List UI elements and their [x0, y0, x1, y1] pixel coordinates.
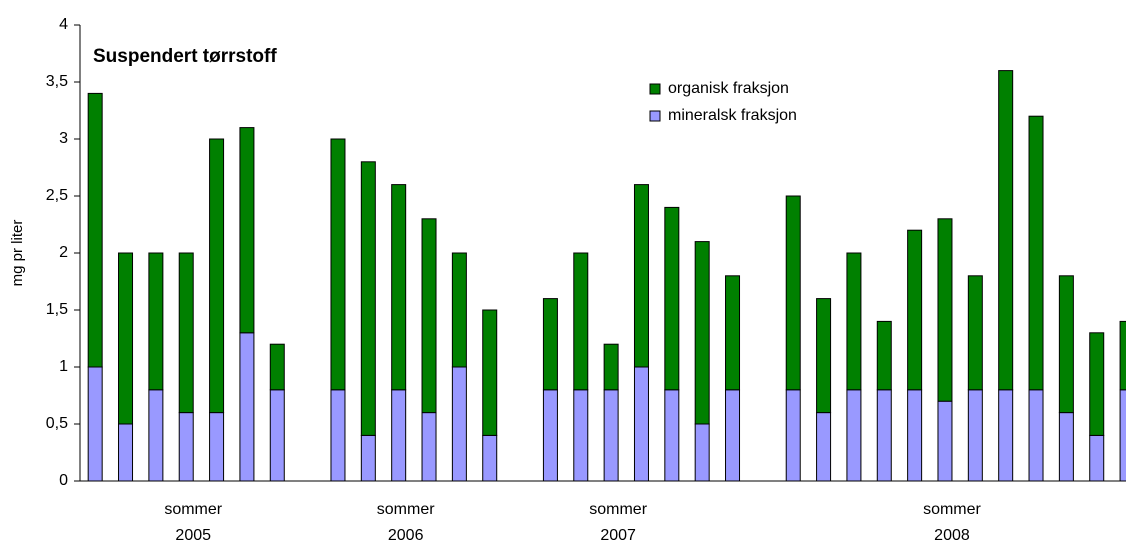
bar-segment	[573, 252, 589, 391]
y-tick-label: 3	[59, 130, 68, 147]
bar-segment	[876, 389, 892, 482]
bar-segment	[421, 412, 437, 482]
y-axis-label: mg pr liter	[9, 220, 26, 287]
bar-segment	[148, 252, 164, 391]
x-tick-label: 2005	[175, 527, 211, 544]
bar-segment	[1028, 389, 1044, 482]
bar-segment	[1058, 275, 1074, 414]
bar-segment	[998, 389, 1014, 482]
x-tick-label: 2006	[388, 527, 424, 544]
y-tick-label: 2,5	[46, 187, 68, 204]
bar-segment	[1089, 434, 1105, 482]
bar-segment	[1119, 320, 1126, 391]
bar-segment	[148, 389, 164, 482]
bar-segment	[603, 389, 619, 482]
y-tick-label: 1,5	[46, 301, 68, 318]
bar-segment	[664, 206, 680, 391]
x-tick-label: 2008	[934, 527, 970, 544]
bar-segment	[573, 389, 589, 482]
bar-segment	[391, 184, 407, 391]
bar-segment	[967, 275, 983, 391]
bar-segment	[360, 434, 376, 482]
legend-swatch	[649, 83, 661, 95]
bar-segment	[998, 70, 1014, 391]
bar-segment	[785, 389, 801, 482]
bar-segment	[482, 434, 498, 482]
bar-segment	[239, 332, 255, 482]
bar-segment	[118, 423, 134, 482]
legend-swatch	[649, 110, 661, 122]
x-tick-label: sommer	[923, 501, 981, 518]
bar-segment	[330, 138, 346, 391]
bar-segment	[816, 412, 832, 482]
legend-label: mineralsk fraksjon	[668, 107, 797, 124]
bar-segment	[239, 127, 255, 334]
bar-segment	[391, 389, 407, 482]
bar-segment	[360, 161, 376, 436]
bar-segment	[633, 366, 649, 482]
bar-segment	[846, 252, 862, 391]
bar-segment	[542, 298, 558, 391]
bar-segment	[694, 423, 710, 482]
bar-segment	[178, 252, 194, 414]
bar-segment	[1028, 115, 1044, 391]
bar-segment	[725, 275, 741, 391]
bar-segment	[178, 412, 194, 482]
bar-segment	[633, 184, 649, 368]
bar-segment	[846, 389, 862, 482]
bar-segment	[664, 389, 680, 482]
y-tick-label: 4	[59, 16, 68, 33]
bar-segment	[1058, 412, 1074, 482]
bar-segment	[785, 195, 801, 391]
bar-segment	[876, 320, 892, 391]
bar-segment	[118, 252, 134, 425]
bar-segment	[816, 298, 832, 414]
bar-segment	[1089, 332, 1105, 436]
y-tick-label: 3,5	[46, 73, 68, 90]
bar-segment	[421, 218, 437, 414]
bar-segment	[967, 389, 983, 482]
y-tick-label: 0,5	[46, 415, 68, 432]
bar-segment	[330, 389, 346, 482]
bar-segment	[725, 389, 741, 482]
x-tick-label: sommer	[589, 501, 647, 518]
bar-segment	[1119, 389, 1126, 482]
bar-segment	[907, 389, 923, 482]
bar-segment	[209, 412, 225, 482]
x-tick-label: sommer	[377, 501, 435, 518]
bar-segment	[209, 138, 225, 414]
y-tick-label: 2	[59, 244, 68, 261]
y-tick-label: 0	[59, 472, 68, 489]
bar-segment	[542, 389, 558, 482]
bar-segment	[482, 309, 498, 436]
bar-segment	[87, 366, 103, 482]
bar-segment	[87, 92, 103, 368]
bar-segment	[603, 343, 619, 391]
bar-segment	[269, 343, 285, 391]
bar-segment	[907, 229, 923, 391]
bar-segment	[937, 400, 953, 482]
bar-segment	[937, 218, 953, 402]
x-tick-label: sommer	[164, 501, 222, 518]
bar-segment	[694, 241, 710, 425]
y-tick-label: 1	[59, 358, 68, 375]
bar-segment	[451, 252, 467, 368]
bar-segment	[451, 366, 467, 482]
x-tick-label: 2007	[600, 527, 636, 544]
bar-segment	[269, 389, 285, 482]
legend-label: organisk fraksjon	[668, 80, 789, 97]
chart-title: Suspendert tørrstoff	[93, 46, 277, 67]
